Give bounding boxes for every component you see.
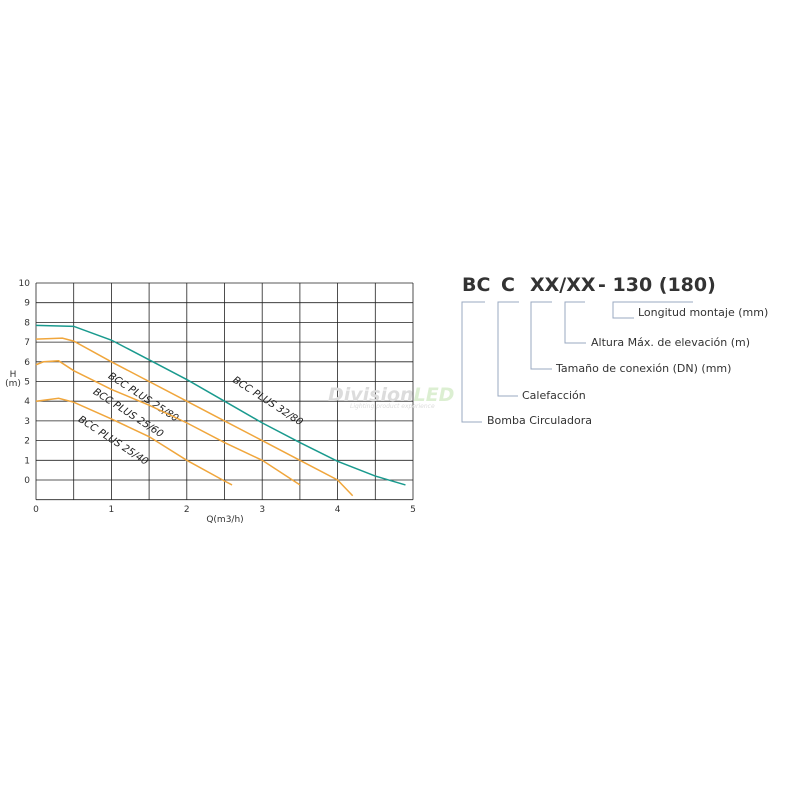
code-bracket-line [564, 301, 586, 344]
label-altura: Altura Máx. de elevación (m) [591, 336, 751, 349]
x-axis-label: Q(m3/h) [206, 515, 243, 525]
y-axis-label: H [10, 370, 17, 380]
x-tick-label: 0 [33, 505, 39, 515]
code-bracket-line [530, 301, 552, 370]
series-line [35, 397, 233, 486]
y-tick-label: 5 [24, 378, 30, 388]
code-part-bc: BC [462, 274, 491, 296]
y-tick-label: 9 [24, 299, 30, 309]
label-bomba: Bomba Circuladora [487, 414, 593, 427]
series-line [35, 360, 301, 486]
y-tick-label: 8 [24, 318, 30, 328]
y-tick-label: 1 [24, 456, 30, 466]
series-line [35, 324, 406, 486]
code-part-length: - 130 (180) [598, 274, 716, 296]
code-part-c: C [501, 274, 515, 296]
label-calefaccion: Calefacción [522, 389, 586, 402]
code-part-xx: XX/XX [530, 274, 596, 296]
code-bracket-line [497, 301, 519, 397]
x-tick-label: 5 [410, 505, 416, 515]
series-line [35, 337, 354, 497]
y-axis-label: (m) [5, 379, 21, 389]
y-tick-label: 4 [24, 397, 30, 407]
y-tick-label: 10 [19, 279, 31, 289]
y-tick-label: 6 [24, 358, 30, 368]
x-tick-label: 2 [184, 505, 190, 515]
y-tick-label: 2 [24, 437, 30, 447]
x-tick-label: 4 [335, 505, 341, 515]
y-tick-label: 7 [24, 338, 30, 348]
x-tick-label: 1 [109, 505, 115, 515]
code-bracket-line [612, 301, 693, 319]
watermark-logo: DivisionLED Lighting product experience [328, 384, 455, 410]
label-longitud: Longitud montaje (mm) [638, 306, 769, 319]
y-tick-label: 0 [24, 476, 30, 486]
x-tick-label: 3 [259, 505, 265, 515]
y-tick-label: 3 [24, 417, 30, 427]
label-tamano: Tamaño de conexión (DN) (mm) [556, 362, 732, 375]
code-bracket-line [461, 301, 485, 423]
